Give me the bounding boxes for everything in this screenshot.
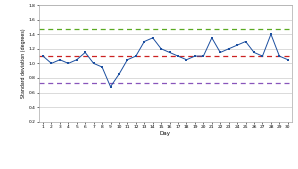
S (227, 48, 231, 50)
S (49, 62, 53, 64)
S (201, 55, 205, 57)
S (235, 44, 239, 46)
S (83, 51, 87, 53)
S (210, 37, 214, 39)
S (66, 62, 70, 64)
S (117, 73, 121, 75)
S (193, 55, 197, 57)
S (218, 51, 222, 53)
S (58, 59, 62, 61)
S (269, 33, 273, 35)
S (75, 59, 79, 61)
S (252, 51, 256, 53)
S (286, 59, 290, 61)
S (176, 55, 180, 57)
X-axis label: Day: Day (160, 130, 171, 136)
S (159, 48, 163, 50)
S (41, 55, 45, 57)
S (244, 41, 247, 43)
S (168, 51, 171, 53)
S (261, 55, 264, 57)
Y-axis label: Standard deviation (degrees): Standard deviation (degrees) (21, 29, 26, 98)
S (185, 59, 188, 61)
S (126, 59, 129, 61)
S (278, 55, 281, 57)
S (100, 66, 104, 68)
S (109, 86, 112, 88)
S (151, 37, 154, 39)
S (142, 41, 146, 43)
S (92, 62, 95, 64)
Line: S: S (42, 33, 289, 88)
S (134, 55, 138, 57)
